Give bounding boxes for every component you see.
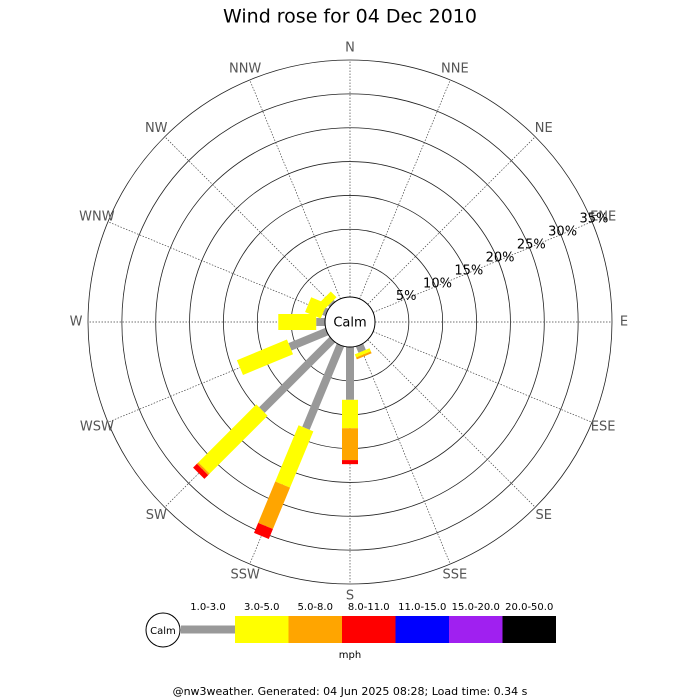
direction-label: NW [145,121,168,136]
legend-label: 20.0-50.0 [505,602,553,613]
footer: @nw3weather. Generated: 04 Jun 2025 08:2… [173,685,528,698]
direction-label: ENE [590,210,616,225]
bar-segment [346,347,354,400]
grid-ring [121,93,579,551]
bar-segment [316,318,326,326]
spoke [107,221,328,313]
spoke [372,221,593,313]
bar-segment [342,399,358,429]
direction-label: W [70,315,83,330]
legend-label: 11.0-15.0 [398,602,446,613]
bar-segment [254,522,273,539]
direction-label: WSW [80,419,114,434]
spoke [359,344,451,565]
bar-segment [356,351,372,360]
ring-label: 35% [579,211,608,226]
bar-segment [342,460,358,465]
bar-segment [354,348,371,358]
spoke [367,339,536,508]
legend-swatch [342,616,396,643]
bar-segment [196,462,210,476]
bar-segment [302,343,345,430]
direction-label: NNE [441,61,469,76]
bar-segment [236,339,294,375]
ring-label: 5% [396,289,417,304]
direction-label: SSE [442,568,467,583]
legend-swatch [395,616,449,643]
legend-calm-label: Calm [150,626,176,637]
legend-swatch [288,616,342,643]
legend-calm-circle [145,612,181,648]
ring-label: 15% [454,263,483,278]
bar-segment [193,463,209,479]
ring-label: 25% [517,237,546,252]
direction-label: S [346,589,354,604]
legend-unit: mph [339,650,361,661]
bar-segment [198,404,268,474]
chart-title: Wind rose for 04 Dec 2010 [223,6,477,28]
bar-segment [258,481,291,529]
direction-label: SE [536,508,552,523]
legend-label: 8.0-11.0 [348,602,390,613]
ring-label: 20% [486,250,515,265]
ring-label: 10% [423,276,452,291]
spoke [359,79,451,300]
bar-segment [278,314,317,330]
spoke [372,331,593,423]
legend-swatch [235,616,289,643]
bar-segment [288,327,329,351]
bar-segment [259,336,336,413]
direction-label: WNW [79,210,115,225]
bar-segment [322,307,329,317]
legend-label: 1.0-3.0 [190,602,225,613]
bar-segment [328,300,336,308]
direction-label: ESE [591,419,616,434]
calm-circle [324,296,376,348]
ring-label: 30% [548,224,577,239]
direction-label: NE [535,121,553,136]
spoke [164,136,333,305]
spoke [367,136,536,305]
direction-label: N [345,41,355,56]
direction-label: SSW [230,568,260,583]
direction-label: NNW [229,61,261,76]
legend-swatch [502,616,556,643]
bar-segment [319,291,337,309]
legend-label: 3.0-5.0 [244,602,279,613]
legend-label: 5.0-8.0 [298,602,333,613]
legend-swatch [449,616,503,643]
direction-label: E [620,315,628,330]
bar-segment [275,425,314,488]
grid-ring [87,59,613,585]
legend-label: 15.0-20.0 [452,602,500,613]
legend-swatch [181,625,235,634]
direction-label: SW [146,508,167,523]
spoke [249,79,341,300]
calm-label: Calm [333,316,366,331]
bar-segment [342,428,358,461]
